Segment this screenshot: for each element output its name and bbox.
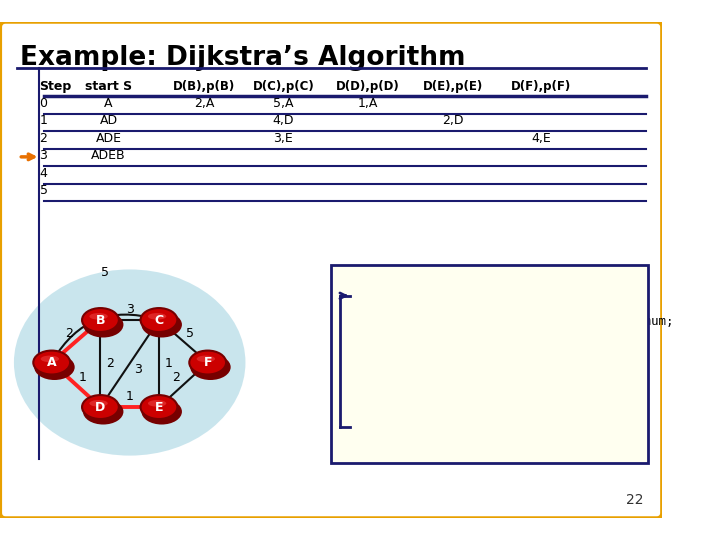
Text: 1: 1 bbox=[165, 357, 173, 370]
Ellipse shape bbox=[141, 312, 182, 338]
Ellipse shape bbox=[148, 400, 166, 407]
Text: start S: start S bbox=[85, 80, 132, 93]
Ellipse shape bbox=[83, 399, 123, 424]
Text: 14: 14 bbox=[355, 431, 370, 444]
Text: 2: 2 bbox=[40, 132, 48, 145]
Text: ADE: ADE bbox=[96, 132, 122, 145]
Ellipse shape bbox=[148, 313, 166, 320]
Text: 4,D: 4,D bbox=[273, 114, 294, 127]
Text: 3,E: 3,E bbox=[274, 132, 293, 145]
Text: D: D bbox=[95, 401, 106, 414]
Text: A: A bbox=[47, 356, 56, 369]
Text: E: E bbox=[155, 401, 163, 414]
Ellipse shape bbox=[190, 354, 230, 380]
Text: update D(v) for all v adjacent: update D(v) for all v adjacent bbox=[366, 354, 606, 367]
FancyBboxPatch shape bbox=[331, 265, 649, 463]
Ellipse shape bbox=[140, 395, 177, 419]
Text: D(C),p(C): D(C),p(C) bbox=[253, 80, 314, 93]
Ellipse shape bbox=[83, 312, 123, 338]
Ellipse shape bbox=[140, 308, 177, 332]
Text: Example: Dijkstra’s Algorithm: Example: Dijkstra’s Algorithm bbox=[20, 45, 466, 71]
Text: AD: AD bbox=[99, 114, 117, 127]
Text: •: • bbox=[352, 393, 361, 406]
Text: •: • bbox=[352, 411, 361, 426]
Text: 8: 8 bbox=[352, 296, 360, 309]
Text: A: A bbox=[104, 97, 113, 110]
Ellipse shape bbox=[89, 400, 108, 407]
Text: F: F bbox=[204, 356, 212, 369]
Text: 0: 0 bbox=[40, 97, 48, 110]
Text: D(F),p(F): D(F),p(F) bbox=[510, 80, 571, 93]
Text: If D(w) + c(w,v) < D(v) then: If D(w) + c(w,v) < D(v) then bbox=[366, 393, 591, 406]
Ellipse shape bbox=[82, 395, 119, 419]
Text: 5: 5 bbox=[186, 327, 194, 340]
Text: 3: 3 bbox=[134, 363, 142, 376]
Text: 4: 4 bbox=[40, 167, 48, 180]
Text: 5: 5 bbox=[102, 266, 109, 279]
Text: 1,A: 1,A bbox=[358, 97, 378, 110]
Ellipse shape bbox=[14, 269, 246, 456]
Ellipse shape bbox=[89, 313, 108, 320]
Ellipse shape bbox=[82, 308, 119, 332]
Text: C: C bbox=[154, 314, 163, 327]
Text: 5,A: 5,A bbox=[273, 97, 294, 110]
Text: 3: 3 bbox=[126, 303, 134, 316]
Text: 1: 1 bbox=[126, 390, 134, 403]
Text: 2,D: 2,D bbox=[442, 114, 463, 127]
Text: 2,A: 2,A bbox=[194, 97, 215, 110]
Text: D(E),p(E): D(E),p(E) bbox=[423, 80, 482, 93]
FancyBboxPatch shape bbox=[0, 22, 662, 518]
Ellipse shape bbox=[189, 350, 226, 374]
Text: 11: 11 bbox=[352, 354, 367, 367]
Text: Loop: Loop bbox=[366, 296, 396, 309]
Text: ...: ... bbox=[366, 276, 389, 289]
Ellipse shape bbox=[141, 399, 182, 424]
Text: Step: Step bbox=[40, 80, 72, 93]
Text: B: B bbox=[96, 314, 105, 327]
Text: ADEB: ADEB bbox=[91, 150, 126, 163]
Text: until all nodes in S;: until all nodes in S; bbox=[372, 431, 529, 444]
Ellipse shape bbox=[35, 354, 75, 380]
Text: find w not in S s.t. D(w) is a minimum;: find w not in S s.t. D(w) is a minimum; bbox=[366, 315, 674, 328]
Text: D(B),p(B): D(B),p(B) bbox=[173, 80, 235, 93]
Text: add w to S;: add w to S; bbox=[366, 334, 464, 347]
Text: 2: 2 bbox=[173, 371, 181, 384]
Text: to w and not in S:: to w and not in S: bbox=[366, 373, 539, 386]
Text: D(D),p(D): D(D),p(D) bbox=[336, 80, 400, 93]
Text: 22: 22 bbox=[626, 494, 644, 507]
Ellipse shape bbox=[40, 355, 59, 362]
Text: 3: 3 bbox=[40, 150, 48, 163]
Text: 4,E: 4,E bbox=[531, 132, 551, 145]
Text: └: └ bbox=[345, 431, 352, 444]
Text: 5: 5 bbox=[40, 184, 48, 197]
Text: D(v) = D(w) + c(w,v); p(v) = w;: D(v) = D(w) + c(w,v); p(v) = w; bbox=[366, 411, 636, 424]
Text: 9: 9 bbox=[352, 315, 360, 328]
Text: 1: 1 bbox=[79, 371, 87, 384]
Text: 1: 1 bbox=[40, 114, 48, 127]
Ellipse shape bbox=[33, 350, 70, 374]
Text: 2: 2 bbox=[66, 327, 73, 340]
Text: 10: 10 bbox=[352, 334, 367, 347]
Ellipse shape bbox=[197, 355, 215, 362]
Text: 2: 2 bbox=[107, 357, 114, 370]
